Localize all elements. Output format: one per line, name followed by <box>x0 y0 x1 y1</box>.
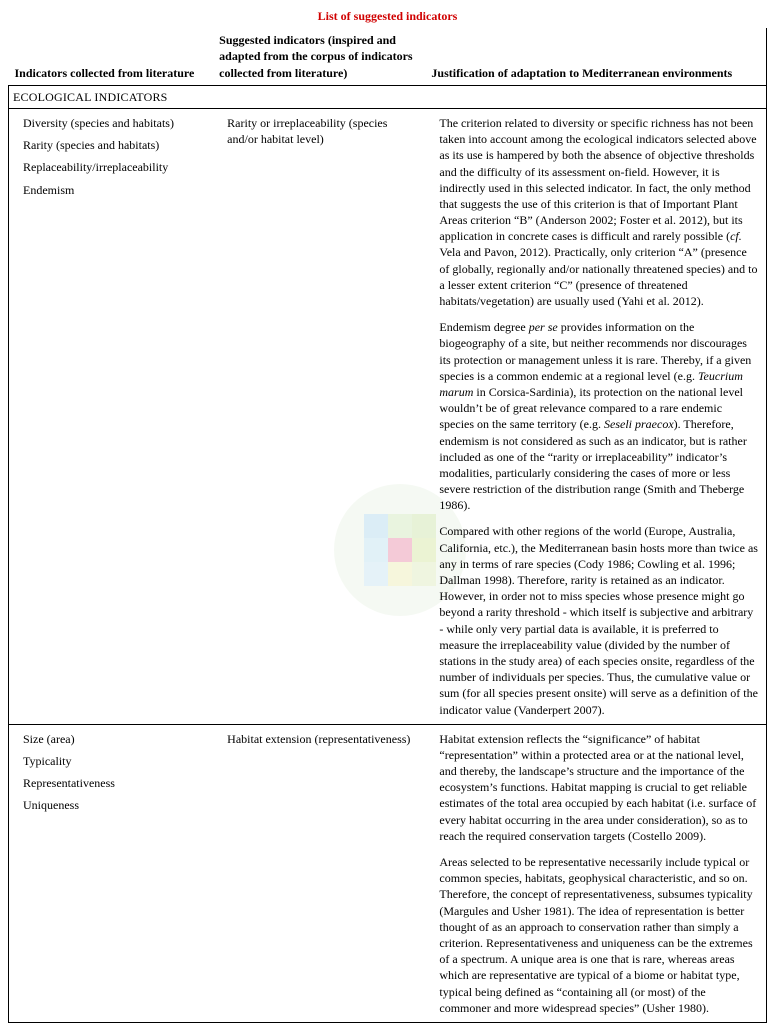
section-header: ECOLOGICAL INDICATORS <box>9 85 767 108</box>
literature-item: Rarity (species and habitats) <box>23 137 205 153</box>
header-justification: Justification of adaptation to Mediterra… <box>425 28 766 85</box>
justification-paragraph: Habitat extension reflects the “signific… <box>439 731 758 844</box>
literature-item: Typicality <box>23 753 205 769</box>
table-title: List of suggested indicators <box>8 8 767 24</box>
literature-item: Diversity (species and habitats) <box>23 115 205 131</box>
header-suggested: Suggested indicators (inspired and adapt… <box>213 28 425 85</box>
justification-paragraph: The criterion related to diversity or sp… <box>439 115 758 309</box>
justification-paragraph: Areas selected to be representative nece… <box>439 854 758 1016</box>
literature-item: Representativeness <box>23 775 205 791</box>
literature-item: Endemism <box>23 182 205 198</box>
justification-paragraph: Endemism degree per se provides informat… <box>439 319 758 513</box>
justification-paragraph: Compared with other regions of the world… <box>439 523 758 717</box>
literature-cell: Size (area) Typicality Representativeness U… <box>9 724 214 1022</box>
suggested-cell: Habitat extension (representativeness) <box>213 724 425 1022</box>
literature-item: Uniqueness <box>23 797 205 813</box>
header-literature: Indicators collected from literature <box>9 28 214 85</box>
indicators-table: Indicators collected from literature Sug… <box>8 28 767 1023</box>
literature-item: Size (area) <box>23 731 205 747</box>
literature-cell: Diversity (species and habitats) Rarity (… <box>9 108 214 724</box>
suggested-cell: Rarity or irreplaceability (species and/… <box>213 108 425 724</box>
literature-item: Replaceability/irreplaceability <box>23 159 205 175</box>
justification-cell: Habitat extension reflects the “signific… <box>425 724 766 1022</box>
justification-cell: The criterion related to diversity or sp… <box>425 108 766 724</box>
